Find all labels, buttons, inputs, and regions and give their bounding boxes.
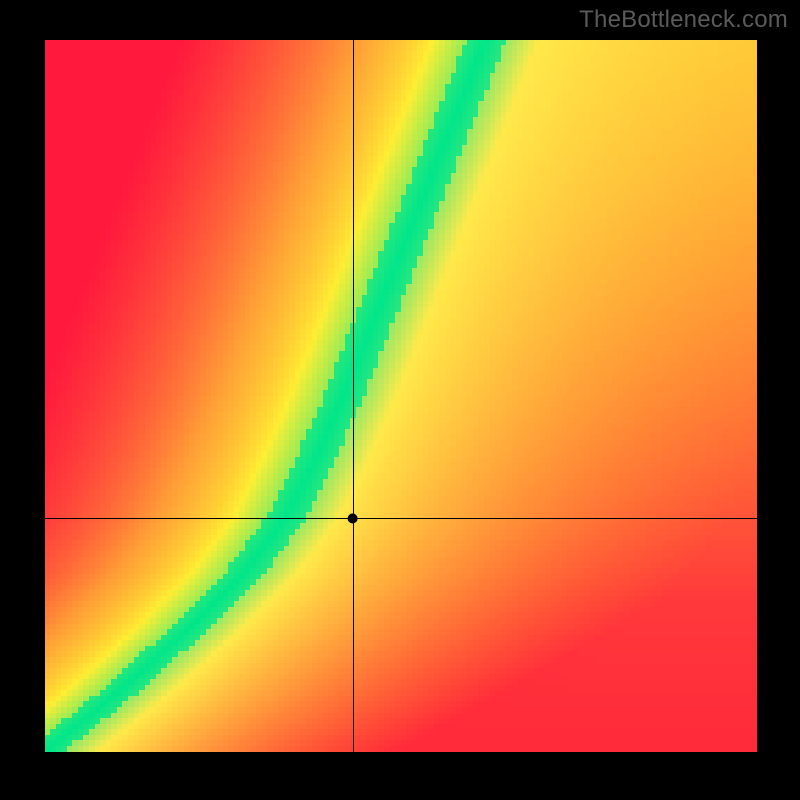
bottleneck-heatmap	[45, 40, 757, 752]
chart-stage: TheBottleneck.com	[0, 0, 800, 800]
watermark-text: TheBottleneck.com	[579, 6, 788, 34]
